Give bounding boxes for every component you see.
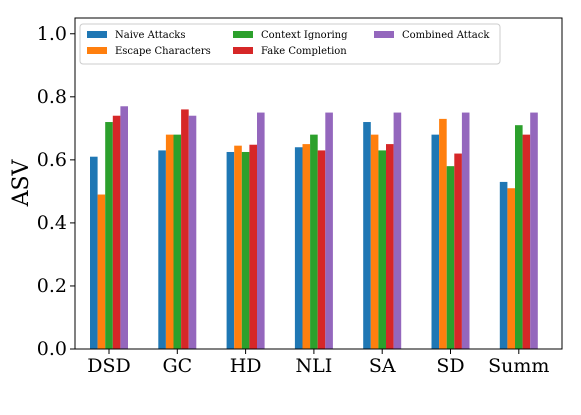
legend-label: Context Ignoring bbox=[261, 30, 348, 41]
bar-context-ignoring-nli bbox=[310, 134, 318, 349]
bar-naive-attacks-summ bbox=[499, 181, 508, 349]
plot-frame bbox=[74, 17, 563, 350]
bar-context-ignoring-gc bbox=[173, 134, 182, 349]
bar-fake-completion-hd bbox=[249, 144, 257, 349]
x-tick-label: SA bbox=[369, 355, 396, 377]
x-tick-label: HD bbox=[230, 355, 262, 377]
x-tick-label: DSD bbox=[87, 355, 130, 377]
bar-context-ignoring-summ bbox=[515, 125, 523, 350]
bar-combined-attack-gc bbox=[188, 115, 197, 349]
bar-context-ignoring-dsd bbox=[105, 122, 113, 349]
bar-combined-attack-sd bbox=[461, 112, 470, 349]
bar-naive-attacks-gc bbox=[158, 150, 166, 349]
bar-fake-completion-gc bbox=[181, 109, 189, 349]
y-tick-label: 0.2 bbox=[37, 275, 67, 297]
bar-naive-attacks-hd bbox=[226, 151, 235, 349]
legend-label: Naive Attacks bbox=[115, 30, 186, 41]
y-tick-label: 1.0 bbox=[37, 23, 67, 45]
bars-layer bbox=[90, 106, 538, 350]
y-axis-label: ASV bbox=[9, 158, 34, 207]
legend-swatch bbox=[87, 31, 107, 38]
bar-escape-characters-sa bbox=[370, 134, 379, 349]
bar-context-ignoring-sd bbox=[446, 166, 455, 349]
x-axis: DSD GC HD NLI SA SD Summ bbox=[87, 349, 549, 377]
legend-frame bbox=[79, 23, 501, 65]
y-tick-label: 0.0 bbox=[37, 338, 67, 360]
bar-fake-completion-sa bbox=[386, 144, 394, 349]
y-tick-label: 0.4 bbox=[37, 212, 67, 234]
legend-label: Combined Attack bbox=[402, 30, 490, 41]
bar-escape-characters-hd bbox=[234, 145, 242, 349]
legend-label: Escape Characters bbox=[115, 46, 211, 57]
bar-combined-attack-sa bbox=[393, 112, 402, 349]
legend-label: Fake Completion bbox=[261, 46, 347, 57]
legend-swatch bbox=[87, 47, 107, 54]
bar-fake-completion-dsd bbox=[112, 115, 121, 349]
bar-context-ignoring-hd bbox=[241, 151, 250, 349]
y-tick-label: 0.8 bbox=[37, 86, 67, 108]
bar-context-ignoring-sa bbox=[378, 150, 386, 349]
bar-escape-characters-nli bbox=[302, 144, 311, 349]
bar-naive-attacks-sa bbox=[363, 122, 371, 349]
bar-fake-completion-sd bbox=[454, 153, 462, 349]
x-tick-label: SD bbox=[436, 355, 464, 377]
y-axis: 0.0 0.2 0.4 0.6 0.8 1.0 bbox=[37, 23, 75, 360]
bar-escape-characters-sd bbox=[439, 118, 447, 349]
bar-escape-characters-gc bbox=[165, 134, 174, 349]
bar-naive-attacks-dsd bbox=[90, 156, 98, 349]
x-tick-label: Summ bbox=[488, 355, 549, 377]
legend-swatch bbox=[374, 31, 394, 38]
legend: Naive Attacks Escape Characters Context Ig… bbox=[79, 23, 501, 65]
bar-naive-attacks-sd bbox=[431, 134, 440, 349]
bar-combined-attack-summ bbox=[530, 112, 538, 349]
bar-fake-completion-nli bbox=[317, 150, 326, 349]
legend-swatch bbox=[233, 47, 253, 54]
bar-escape-characters-summ bbox=[507, 188, 515, 349]
bar-escape-characters-dsd bbox=[97, 194, 106, 349]
y-tick-label: 0.6 bbox=[37, 149, 67, 171]
bar-naive-attacks-nli bbox=[294, 147, 303, 349]
bar-combined-attack-hd bbox=[257, 112, 265, 349]
legend-swatch bbox=[233, 31, 253, 38]
x-tick-label: GC bbox=[162, 355, 192, 377]
bar-combined-attack-nli bbox=[325, 112, 333, 349]
x-tick-label: NLI bbox=[296, 355, 333, 377]
bar-fake-completion-summ bbox=[522, 134, 531, 349]
bar-combined-attack-dsd bbox=[120, 106, 128, 350]
